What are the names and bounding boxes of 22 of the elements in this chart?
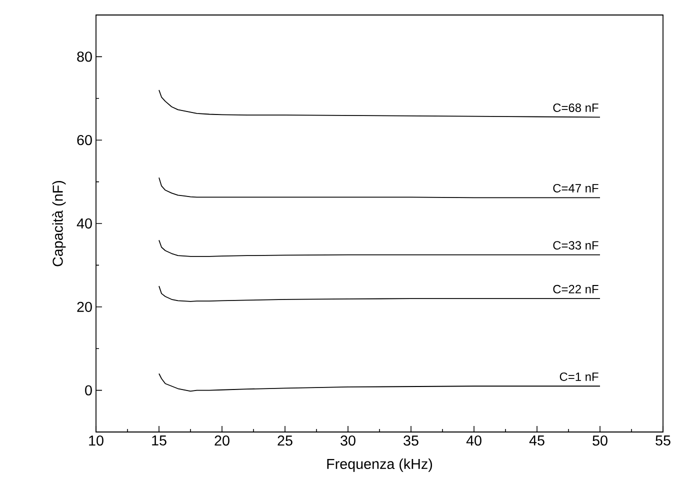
series-label: C=1 nF	[560, 372, 598, 381]
x-tick-label: 15	[152, 436, 166, 446]
x-tick-label: 50	[592, 436, 608, 446]
x-tick-label: 55	[656, 436, 670, 446]
x-tick-label: 25	[278, 436, 292, 446]
y-tick-label: 80	[77, 52, 92, 62]
x-axis-title: Frequenza (kHz)	[327, 458, 432, 472]
y-tick-label: 60	[77, 135, 92, 146]
x-tick-label: 30	[340, 436, 356, 446]
x-tick-label: 20	[214, 436, 230, 446]
series-label: C=47 nF	[553, 184, 598, 192]
x-tick-label: 10	[89, 436, 104, 446]
y-axis-title: Capacità (nF)	[52, 180, 66, 266]
x-tick-label: 40	[466, 436, 482, 446]
series-label: C=22 nF	[553, 284, 598, 294]
series-label: C=68 nF	[553, 104, 598, 112]
series-label: C=33 nF	[553, 241, 598, 250]
y-tick-label: 40	[76, 218, 92, 229]
y-tick-label: 0	[85, 385, 92, 396]
y-tick-label: 20	[77, 302, 92, 312]
x-tick-label: 45	[529, 436, 544, 446]
x-tick-label: 35	[404, 436, 418, 446]
